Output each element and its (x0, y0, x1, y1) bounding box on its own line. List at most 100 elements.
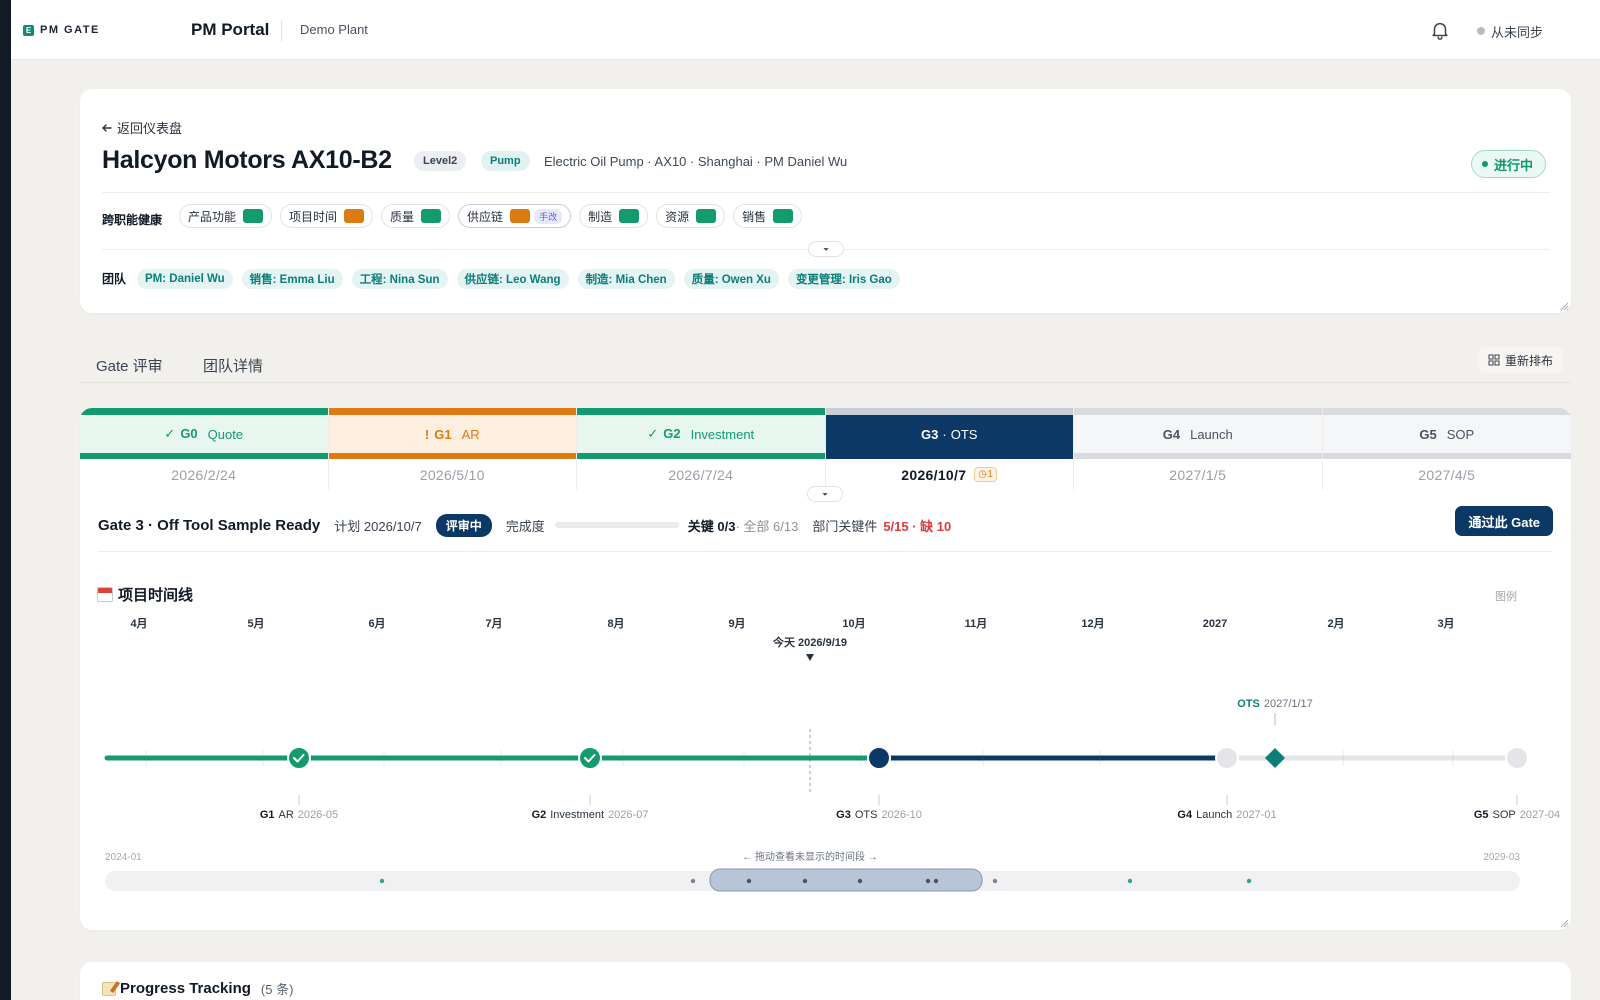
scroll-hint-label: ← 拖动查看未显示的时间段 → (742, 850, 878, 863)
gate-code: G3 (921, 427, 938, 442)
gate-date-row: 2026/2/24 (80, 459, 328, 490)
milestone-done-g1 (287, 746, 311, 770)
health-chip-label: 产品功能 (188, 209, 237, 224)
gate-review-card: ✓ G0 Quote 2026/2/24! G1 AR 2026/5/10 ✓ G2 Invest… (80, 408, 1571, 930)
health-chip-label: 资源 (665, 209, 690, 224)
logo-text: PM GATE (40, 24, 100, 36)
health-status-swatch (344, 209, 365, 223)
progress-tracking-title: Progress Tracking (5 条) (102, 979, 293, 998)
status-dot (1482, 161, 1488, 167)
health-chip[interactable]: 供应链 手改 (458, 204, 572, 228)
completion-progress-bar (554, 522, 679, 528)
health-status-swatch (696, 209, 717, 223)
team-member-chip[interactable]: PM: Daniel Wu (137, 269, 233, 289)
gate-date-row: 2026/5/10 (329, 459, 577, 490)
milestone-code: G2 (532, 809, 547, 821)
resize-handle-icon[interactable] (1559, 918, 1569, 928)
team-member-chip[interactable]: 销售: Emma Liu (241, 269, 343, 289)
minimap-milestone-dot (992, 878, 998, 884)
gate-name: OTS (950, 426, 978, 442)
project-status-badge[interactable]: 进行中 (1471, 150, 1547, 178)
gate-code-text: G5 (1419, 426, 1437, 442)
milestone-code: G4 (1177, 809, 1193, 821)
tab-team-details[interactable]: 团队详情 (203, 358, 264, 375)
bell-icon[interactable] (1429, 19, 1451, 41)
gate-header: G4 Launch (1074, 415, 1322, 453)
gate-date-row: 2026/7/24 (577, 459, 825, 490)
gate-status-strip (80, 408, 328, 415)
arrow-left-icon (102, 123, 112, 132)
health-chip[interactable]: 制造 (579, 204, 649, 228)
gate-code: ✓ G0 (164, 426, 197, 442)
expand-toggle-button[interactable] (808, 241, 844, 257)
health-status-swatch (773, 209, 794, 223)
gate-code-text: G4 (1162, 426, 1181, 442)
milestone-label: G4 Launch 2027-01 (1177, 809, 1276, 821)
health-chip-label: 供应链 (467, 209, 504, 224)
top-bar: E PM GATE PM Portal Demo Plant 从未同步 (11, 0, 1600, 60)
month-tick-label: 11月 (965, 617, 988, 630)
timeline-minimap-window[interactable] (709, 868, 983, 892)
month-tick-label: 6月 (368, 617, 385, 630)
gate-code: G5 (1419, 427, 1436, 442)
gate-header: ! G1 AR (328, 415, 576, 453)
manual-override-tag: 手改 (534, 208, 563, 224)
health-status-swatch (619, 209, 640, 223)
gate-header: G3 · OTS (825, 415, 1073, 453)
milestone-code: G5 (1474, 809, 1489, 821)
gate-progress-strip (80, 453, 328, 459)
today-marker-icon (806, 654, 814, 661)
relayout-button[interactable]: 重新排布 (1478, 347, 1564, 373)
gate-date-row: 2027/4/5 (1323, 459, 1572, 490)
gate-step-g3[interactable]: G3 · OTS 2026/10/7 ◷1 (825, 408, 1074, 490)
gate-step-g1[interactable]: ! G1 AR 2026/5/10 (328, 408, 577, 490)
health-chip[interactable]: 产品功能 (179, 204, 273, 228)
gate-state-mark: ! (424, 426, 430, 442)
pass-gate-button[interactable]: 通过此 Gate (1455, 506, 1553, 536)
level-badge: Level2 (414, 151, 467, 171)
collapse-toggle-button[interactable] (807, 486, 843, 502)
gate-step-g5[interactable]: G5 SOP 2027/4/5 (1322, 408, 1572, 490)
gate-detail-bar: Gate 3 · Off Tool Sample Ready 计划 2026/1… (98, 506, 1553, 539)
gate-step-g4[interactable]: G4 Launch 2027/1/5 (1074, 408, 1323, 490)
tab-gate-review[interactable]: Gate 评审 (96, 358, 163, 375)
health-chip[interactable]: 资源 (656, 204, 726, 228)
health-chip[interactable]: 销售 (733, 204, 803, 228)
gate-separator: · (942, 426, 947, 442)
back-to-dashboard-link[interactable]: 返回仪表盘 (101, 118, 182, 137)
team-member-chip[interactable]: 质量: Owen Xu (683, 269, 779, 289)
team-member-chip[interactable]: 制造: Mia Chen (577, 269, 675, 289)
month-tick-label: 2027 (1203, 618, 1227, 630)
key-items-count: 关键 0/3 (687, 518, 736, 534)
plant-name: Demo Plant (300, 22, 368, 37)
ots-milestone-diamond (1265, 748, 1285, 768)
milestone-future-g5 (1505, 746, 1529, 770)
minimap-milestone-dot (925, 878, 931, 884)
milestone-code: G1 (260, 809, 275, 821)
team-member-chip[interactable]: 工程: Nina Sun (351, 269, 448, 289)
health-chip-list: 产品功能 项目时间 质量 供应链 手改 制造 资源 销售 (179, 204, 803, 228)
team-member-chip[interactable]: 变更管理: Iris Gao (787, 269, 900, 289)
health-chip[interactable]: 项目时间 (280, 204, 374, 228)
health-status-swatch (243, 209, 264, 223)
grid-icon (1488, 354, 1500, 366)
project-meta: Electric Oil Pump · AX10 · Shanghai · PM… (544, 154, 848, 169)
gate-step-g0[interactable]: ✓ G0 Quote 2026/2/24 (80, 408, 329, 490)
milestone-name: Investment (550, 809, 604, 821)
gate-status-strip (1322, 408, 1571, 415)
gate-step-g2[interactable]: ✓ G2 Investment 2026/7/24 (577, 408, 826, 490)
gate-date: 2027/1/5 (1169, 466, 1227, 483)
sync-status[interactable]: 从未同步 (1491, 25, 1544, 40)
gate-code-text: G2 (663, 426, 681, 441)
warning-count: 1 (987, 469, 994, 480)
legend-link[interactable]: 图例 (1495, 591, 1517, 603)
milestone-current-g3 (867, 746, 891, 770)
logo[interactable]: E PM GATE (23, 24, 100, 36)
clock-icon: ◷ (978, 469, 988, 480)
health-chip[interactable]: 质量 (381, 204, 451, 228)
gate-state-mark: ✓ (647, 426, 659, 441)
resize-handle-icon[interactable] (1559, 301, 1569, 311)
check-icon (293, 754, 305, 763)
gate-progress-strip (1074, 453, 1322, 459)
team-member-chip[interactable]: 供应链: Leo Wang (456, 269, 569, 289)
